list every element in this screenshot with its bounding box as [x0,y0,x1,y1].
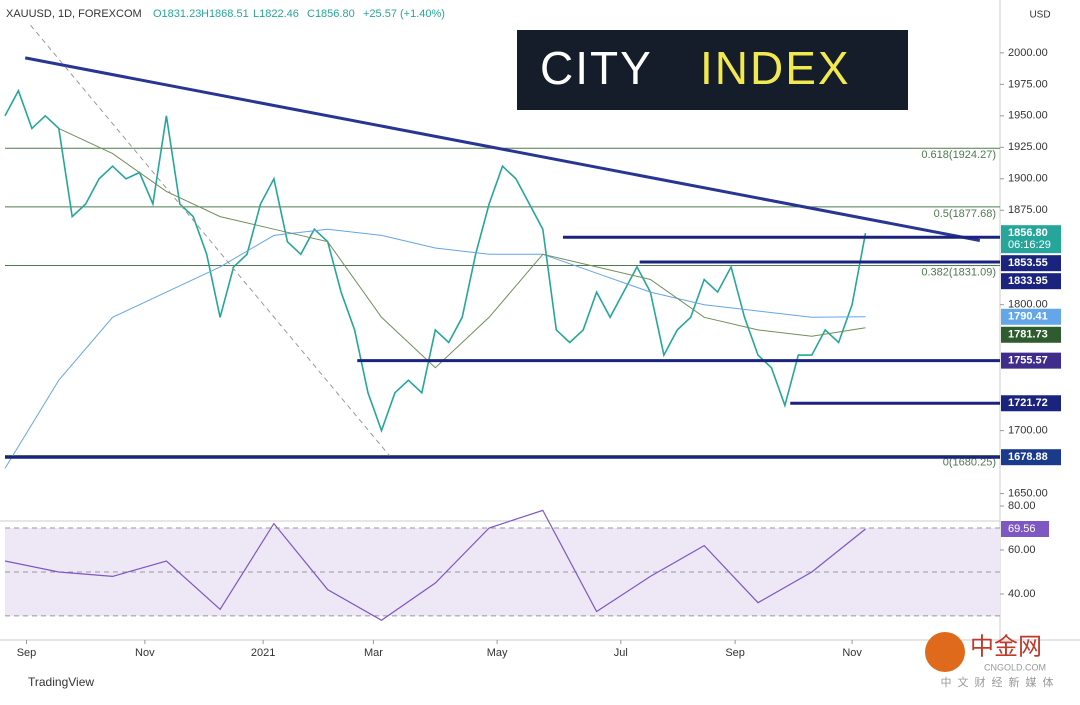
currency: USD [1029,10,1050,21]
x-tick-label: 2021 [251,647,275,659]
logo-index: INDEX [700,42,851,94]
fib-label: 0.5(1877.68) [934,208,996,220]
ohlc-value: C1856.80 [307,8,355,20]
price-tag [1001,395,1061,412]
logo-box [517,30,908,110]
watermark-tagline: 中文财经新媒体 [941,675,1060,689]
price-tag-label: 1721.72 [1008,397,1048,409]
price-tag-label: 1790.41 [1008,311,1048,323]
y-tick-label: 1800.00 [1008,299,1048,311]
rsi-tag [1001,520,1049,537]
price-tag-label: 1853.55 [1008,257,1048,269]
rsi-tick-label: 80.00 [1008,500,1036,512]
fib-label: 0(1680.25) [943,456,996,468]
watermark-name: 中金网 [970,633,1042,660]
rsi-tick-label: 60.00 [1008,544,1036,556]
y-tick-label: 1650.00 [1008,487,1048,499]
price-tag-label: 1755.57 [1008,355,1048,367]
x-tick-label: Nov [842,647,862,659]
moving-average [4,228,866,469]
rsi-tick-label: 40.00 [1008,588,1036,600]
y-tick-label: 1925.00 [1008,141,1048,153]
rsi-tag-label: 69.56 [1008,523,1036,535]
rsi-line [4,509,866,622]
ohlc-value: +25.57 (+1.40%) [363,8,445,20]
ohlc-value: H1868.51 [201,8,249,20]
price-tag-label: 1781.73 [1008,329,1048,341]
y-tick-label: 2000.00 [1008,47,1048,59]
ohlc-value: L1822.46 [253,8,299,20]
logo-city: CITY [540,42,653,94]
price-tag [1001,273,1061,290]
footer: TradingView [28,675,94,689]
y-tick-label: 1975.00 [1008,78,1048,90]
fib-label: 0.382(1831.09) [921,266,996,278]
trendline [24,56,981,242]
price-tag-label: 1678.88 [1008,451,1048,463]
watermark-icon [925,632,965,672]
price-tag [1001,225,1061,254]
y-tick-label: 1875.00 [1008,204,1048,216]
price-tag [1001,308,1061,325]
price-tag-countdown: 06:16:29 [1008,239,1051,251]
price-tag-label: 1856.80 [1008,227,1048,239]
x-tick-label: Nov [135,647,155,659]
price-tag [1001,326,1061,343]
watermark-url: CNGOLD.COM [984,662,1046,672]
y-tick-label: 1700.00 [1008,425,1048,437]
header: XAUUSD, 1D, FOREXCOM [6,8,142,20]
x-tick-label: May [487,647,508,659]
price-line [4,88,867,433]
trendline [30,24,390,457]
price-tag [1001,352,1061,369]
price-tag-label: 1833.95 [1008,275,1048,287]
price-tag [1001,255,1061,272]
x-tick-label: Mar [364,647,383,659]
x-tick-label: Sep [17,647,37,659]
x-tick-label: Sep [725,647,745,659]
x-tick-label: Jul [614,647,628,659]
y-tick-label: 1900.00 [1008,173,1048,185]
price-tag [1001,449,1061,466]
ohlc-value: O1831.23 [153,8,201,20]
y-tick-label: 1950.00 [1008,110,1048,122]
moving-average [58,127,866,369]
fib-label: 0.618(1924.27) [921,149,996,161]
